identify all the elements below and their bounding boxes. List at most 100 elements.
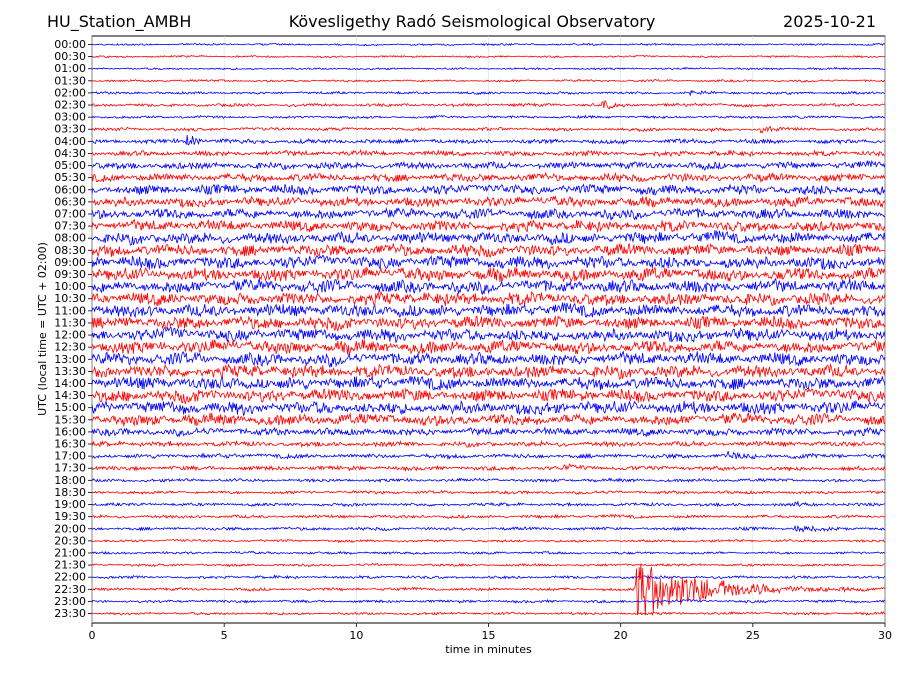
- y-tick-label: 14:00: [54, 377, 86, 390]
- y-tick-label: 08:00: [54, 232, 86, 245]
- y-tick-label: 15:00: [54, 401, 86, 414]
- x-axis: 0 5 10 15 20 25 30: [89, 623, 892, 642]
- x-axis-label: time in minutes: [445, 643, 532, 656]
- trace-row-2100: [91, 550, 886, 556]
- trace-row-0430: [91, 148, 886, 158]
- date-title: 2025-10-21: [783, 12, 876, 31]
- trace-row-2300: [91, 598, 886, 604]
- trace-row-0700: [91, 207, 886, 221]
- y-tick-label: 20:30: [54, 534, 86, 547]
- trace-row-0800: [91, 230, 886, 246]
- y-tick-label: 16:30: [54, 438, 86, 451]
- y-tick-label: 06:30: [54, 195, 86, 208]
- y-tick-label: 08:30: [54, 244, 86, 257]
- trace-row-2330: [91, 611, 886, 616]
- chart-title: Kövesligethy Radó Seismological Observat…: [289, 12, 656, 31]
- trace-row-1330: [91, 362, 886, 380]
- y-tick-label: 04:30: [54, 147, 86, 160]
- trace-row-1930: [91, 513, 886, 520]
- trace-row-0530: [91, 171, 886, 183]
- trace-row-0630: [91, 195, 886, 209]
- trace-row-0830: [91, 243, 886, 258]
- trace-row-1000: [91, 277, 886, 296]
- trace-row-1630: [91, 439, 886, 449]
- y-tick-label: 23:00: [54, 595, 86, 608]
- trace-row-1430: [91, 387, 886, 405]
- trace-row-1730: [91, 463, 886, 473]
- trace-row-1230: [91, 339, 886, 356]
- y-tick-label: 07:30: [54, 220, 86, 233]
- y-axis-label: UTC (local time = UTC + 02:00): [36, 242, 49, 416]
- trace-row-0200: [91, 89, 886, 97]
- y-tick-label: 22:00: [54, 571, 86, 584]
- y-tick-label: 13:00: [54, 353, 86, 366]
- y-tick-label: 21:00: [54, 546, 86, 559]
- y-tick-label: 18:00: [54, 474, 86, 487]
- y-tick-label: 02:00: [54, 86, 86, 99]
- trace-row-0130: [91, 78, 886, 83]
- traces: [91, 42, 886, 616]
- trace-row-2030: [91, 538, 886, 544]
- trace-row-1100: [91, 302, 886, 319]
- y-tick-label: 01:00: [54, 62, 86, 75]
- y-tick-label: 07:00: [54, 207, 86, 220]
- x-tick-label: 5: [221, 629, 228, 642]
- trace-row-2200: [91, 574, 886, 580]
- trace-row-0400: [91, 134, 886, 146]
- y-tick-label: 12:00: [54, 329, 86, 342]
- trace-row-0030: [91, 54, 886, 59]
- y-tick-label: 17:30: [54, 462, 86, 475]
- y-tick-label: 12:30: [54, 341, 86, 354]
- x-tick-label: 30: [878, 629, 892, 642]
- y-tick-label: 18:30: [54, 486, 86, 499]
- y-tick-label: 02:30: [54, 99, 86, 112]
- trace-row-2130: [91, 562, 886, 568]
- trace-row-1700: [91, 451, 886, 461]
- trace-row-1800: [91, 477, 886, 483]
- x-tick-label: 25: [746, 629, 760, 642]
- y-tick-label: 10:00: [54, 280, 86, 293]
- trace-row-1130: [91, 314, 886, 332]
- y-tick-label: 09:30: [54, 268, 86, 281]
- y-tick-label: 11:30: [54, 316, 86, 329]
- trace-row-0930: [91, 266, 886, 283]
- trace-row-0900: [91, 254, 886, 270]
- trace-row-0100: [91, 66, 886, 71]
- y-tick-label: 23:30: [54, 607, 86, 620]
- trace-row-0730: [91, 218, 886, 233]
- y-tick-label: 01:30: [54, 74, 86, 87]
- y-tick-label: 17:00: [54, 450, 86, 463]
- y-tick-label: 14:30: [54, 389, 86, 402]
- x-tick-label: 20: [614, 629, 628, 642]
- y-tick-label: 19:00: [54, 498, 86, 511]
- trace-row-2000: [91, 524, 886, 533]
- trace-row-2230: [91, 563, 886, 616]
- trace-row-1500: [91, 399, 886, 417]
- y-tick-label: 00:30: [54, 50, 86, 63]
- y-tick-label: 21:30: [54, 559, 86, 572]
- trace-row-0500: [91, 159, 886, 171]
- trace-row-1900: [91, 501, 886, 508]
- y-tick-label: 11:00: [54, 304, 86, 317]
- y-tick-label: 16:00: [54, 425, 86, 438]
- trace-row-0330: [91, 126, 886, 134]
- plot-area: [91, 35, 886, 624]
- x-tick-label: 15: [482, 629, 496, 642]
- trace-row-1600: [91, 426, 886, 438]
- trace-row-1830: [91, 489, 886, 496]
- y-tick-label: 05:30: [54, 171, 86, 184]
- trace-row-0000: [91, 42, 886, 47]
- grid-lines: [91, 36, 886, 623]
- trace-row-0300: [91, 114, 886, 120]
- x-tick-label: 0: [89, 629, 96, 642]
- trace-row-1200: [91, 326, 886, 344]
- trace-row-0600: [91, 183, 886, 196]
- y-tick-label: 09:00: [54, 256, 86, 269]
- y-tick-label: 05:00: [54, 159, 86, 172]
- y-tick-label: 20:00: [54, 522, 86, 535]
- trace-row-1400: [91, 375, 886, 391]
- y-tick-label: 15:30: [54, 413, 86, 426]
- y-tick-label: 03:00: [54, 111, 86, 124]
- x-tick-label: 10: [349, 629, 363, 642]
